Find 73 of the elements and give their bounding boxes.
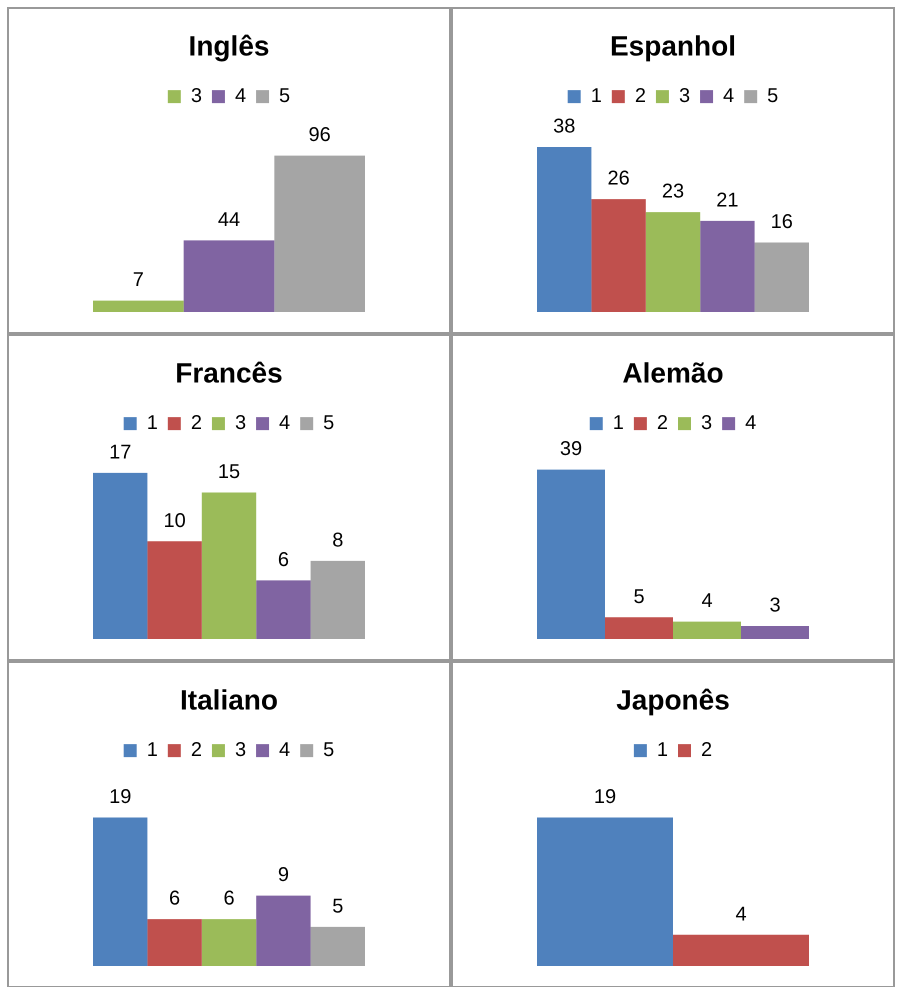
data-label: 4 xyxy=(735,903,747,926)
legend-label: 2 xyxy=(190,412,202,434)
data-label: 15 xyxy=(218,460,240,483)
data-label: 4 xyxy=(701,590,713,612)
legend-label: 1 xyxy=(656,739,668,762)
bar xyxy=(310,560,365,639)
chart-title: Italiano xyxy=(180,684,278,716)
data-label: 6 xyxy=(169,888,180,910)
legend-label: 1 xyxy=(146,739,158,762)
data-label: 19 xyxy=(109,786,132,808)
data-label: 7 xyxy=(132,269,144,292)
bar xyxy=(741,626,809,639)
legend-label: 2 xyxy=(634,85,646,108)
bar xyxy=(202,919,256,966)
legend-label: 2 xyxy=(190,739,202,762)
bar xyxy=(605,617,673,639)
bar xyxy=(93,817,148,966)
legend-label: 1 xyxy=(590,85,602,108)
legend-label: 4 xyxy=(234,85,246,108)
bar xyxy=(537,146,592,312)
legend-label: 5 xyxy=(279,85,290,108)
data-label: 10 xyxy=(163,510,186,532)
bar xyxy=(256,580,311,639)
legend-label: 2 xyxy=(656,412,668,434)
chart-title: Inglês xyxy=(188,30,270,62)
data-label: 26 xyxy=(607,168,630,190)
bar xyxy=(673,622,741,639)
data-label: 8 xyxy=(332,529,344,552)
data-label: 19 xyxy=(594,786,616,808)
legend-label: 1 xyxy=(612,412,624,434)
bar xyxy=(754,242,809,312)
legend-label: 5 xyxy=(767,85,778,108)
legend-label: 4 xyxy=(723,85,734,108)
bar xyxy=(537,470,605,639)
bar xyxy=(591,199,646,312)
legend-label: 3 xyxy=(234,739,246,762)
bar xyxy=(700,220,755,312)
data-label: 21 xyxy=(716,189,739,212)
bar xyxy=(93,472,148,639)
bar xyxy=(646,212,700,312)
legend-label: 5 xyxy=(323,412,334,434)
data-label: 38 xyxy=(553,116,576,138)
legend-label: 3 xyxy=(234,412,246,434)
chart-title: Japonês xyxy=(616,684,730,716)
legend-label: 2 xyxy=(701,739,712,762)
bar xyxy=(147,919,202,966)
data-label: 23 xyxy=(662,180,684,203)
data-label: 9 xyxy=(278,864,289,886)
data-label: 3 xyxy=(769,594,781,616)
legend-label: 3 xyxy=(678,85,690,108)
bar xyxy=(202,492,256,639)
data-label: 44 xyxy=(218,208,240,231)
bar xyxy=(310,926,365,966)
legend-label: 4 xyxy=(745,412,756,434)
data-label: 6 xyxy=(223,888,235,910)
legend-label: 3 xyxy=(190,85,202,108)
legend-label: 4 xyxy=(279,739,290,762)
legend-label: 3 xyxy=(701,412,712,434)
bar xyxy=(256,896,311,966)
data-label: 6 xyxy=(278,548,289,571)
data-label: 5 xyxy=(332,895,344,918)
chart-title: Alemão xyxy=(622,358,724,389)
data-label: 17 xyxy=(109,441,132,464)
chart-title: Francês xyxy=(175,358,283,389)
legend-label: 1 xyxy=(146,412,158,434)
legend-label: 4 xyxy=(279,412,290,434)
data-label: 16 xyxy=(770,211,793,234)
data-label: 39 xyxy=(560,438,582,460)
bar xyxy=(147,541,202,639)
data-label: 96 xyxy=(308,124,331,146)
legend-label: 5 xyxy=(323,739,334,762)
data-label: 5 xyxy=(633,586,645,608)
chart-title: Espanhol xyxy=(610,30,736,62)
